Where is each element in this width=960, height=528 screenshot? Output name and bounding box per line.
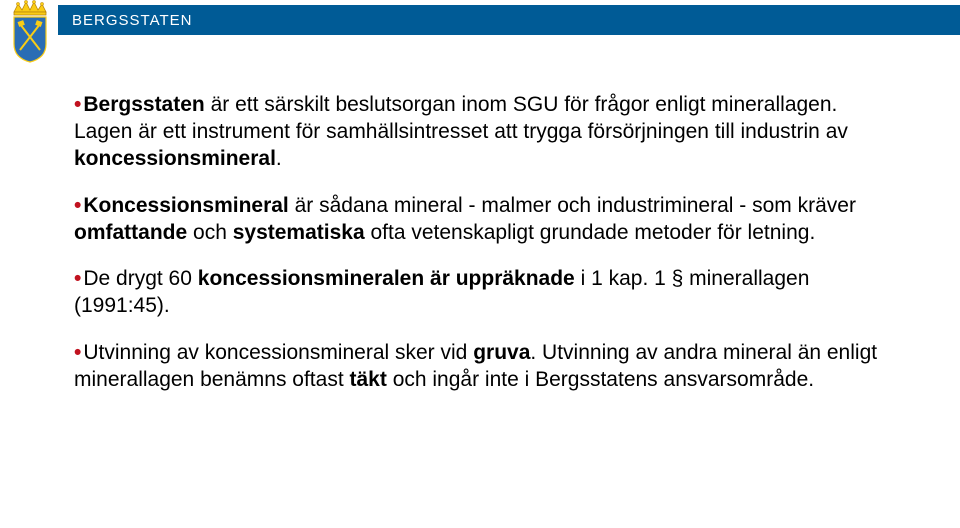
bullet-dot: • (74, 93, 81, 116)
bullet-dot: • (74, 267, 81, 290)
text-run: koncessionsmineral (74, 147, 276, 170)
swedish-crest-logo (8, 0, 52, 64)
header: BERGSSTATEN (0, 0, 960, 40)
text-run: koncessionsmineralen är uppräknade (198, 267, 575, 290)
bullet-dot: • (74, 341, 81, 364)
text-run: . (276, 147, 282, 170)
text-run: täkt (350, 368, 387, 391)
text-run: och ingår inte i Bergsstatens ansvarsomr… (387, 368, 814, 391)
text-run: Utvinning av koncessionsmineral sker vid (83, 341, 473, 364)
text-run: systematiska (233, 221, 365, 244)
text-run: gruva (473, 341, 530, 364)
bullet-item: •De drygt 60 koncessionsmineralen är upp… (74, 266, 886, 320)
text-run: och (187, 221, 233, 244)
bullet-item: •Bergsstaten är ett särskilt beslutsorga… (74, 92, 886, 173)
bullet-dot: • (74, 194, 81, 217)
text-run: Koncessionsmineral (83, 194, 288, 217)
text-run: omfattande (74, 221, 187, 244)
text-run: De drygt 60 (83, 267, 197, 290)
header-bar: BERGSSTATEN (58, 5, 960, 35)
text-run: Bergsstaten (83, 93, 204, 116)
text-run: är sådana mineral - malmer och industrim… (289, 194, 856, 217)
slide-content: •Bergsstaten är ett särskilt beslutsorga… (0, 40, 960, 394)
bullet-item: •Koncessionsmineral är sådana mineral - … (74, 193, 886, 247)
org-name: BERGSSTATEN (72, 12, 192, 29)
text-run: ofta vetenskapligt grundade metoder för … (365, 221, 816, 244)
bullet-item: •Utvinning av koncessionsmineral sker vi… (74, 340, 886, 394)
